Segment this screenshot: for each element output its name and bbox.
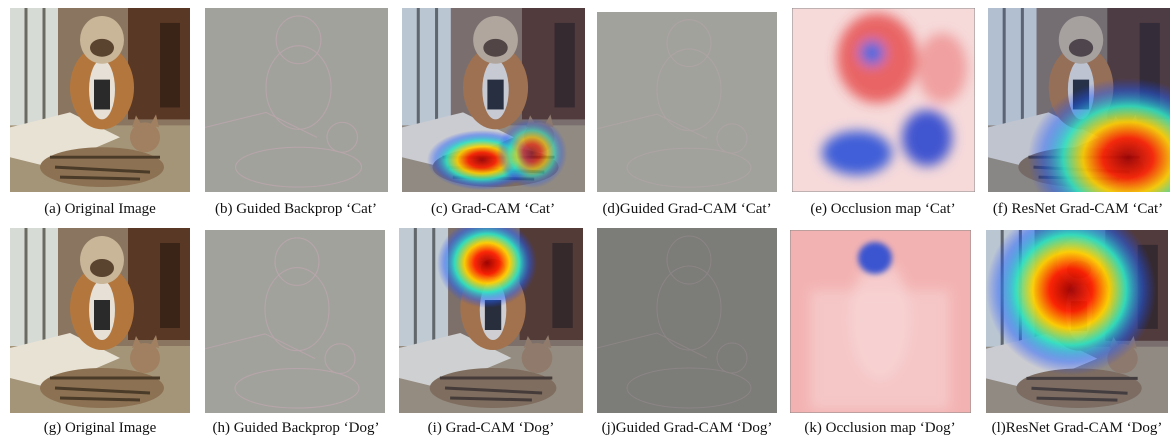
caption: (c) Grad-CAM ‘Cat’ xyxy=(431,201,555,217)
caption: (f) ResNet Grad-CAM ‘Cat’ xyxy=(993,201,1163,217)
panel-image xyxy=(402,8,585,192)
caption: (i) Grad-CAM ‘Dog’ xyxy=(428,420,555,436)
panel-image xyxy=(205,8,388,192)
caption: (e) Occlusion map ‘Cat’ xyxy=(810,201,955,217)
caption: (h) Guided Backprop ‘Dog’ xyxy=(212,420,379,436)
panel-image xyxy=(597,228,777,413)
panel-image xyxy=(597,12,777,192)
caption: (l)ResNet Grad-CAM ‘Dog’ xyxy=(992,420,1163,436)
caption: (b) Guided Backprop ‘Cat’ xyxy=(215,201,377,217)
panel-image xyxy=(988,8,1170,192)
panel-image xyxy=(790,230,971,413)
caption: (d)Guided Grad-CAM ‘Cat’ xyxy=(602,201,771,217)
panel-image xyxy=(399,228,583,413)
panel-image xyxy=(10,228,190,413)
panel-image xyxy=(986,230,1168,413)
caption: (g) Original Image xyxy=(44,420,157,436)
panel-image xyxy=(792,8,975,192)
caption: (a) Original Image xyxy=(44,201,156,217)
panel-image xyxy=(10,8,190,192)
caption: (j)Guided Grad-CAM ‘Dog’ xyxy=(602,420,773,436)
caption: (k) Occlusion map ‘Dog’ xyxy=(804,420,955,436)
panel-image xyxy=(205,230,385,413)
